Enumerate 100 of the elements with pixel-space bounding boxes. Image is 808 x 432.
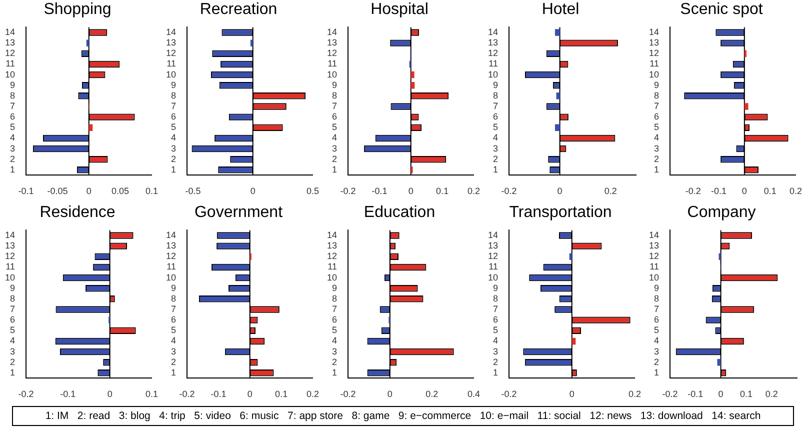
y-tick-label: 5 (332, 122, 338, 132)
x-tick-label: -0.1 (60, 389, 76, 400)
y-tick-label: 13 (166, 38, 176, 48)
y-tick-label: 10 (326, 69, 338, 80)
bar (410, 71, 414, 78)
y-tick-label: 14 (326, 26, 338, 37)
y-tick-label: 13 (648, 38, 660, 48)
y-tick-label: 5 (170, 325, 176, 336)
y-tick-label: 6 (10, 314, 16, 325)
y-tick-label: 7 (654, 304, 660, 314)
y-tick-label: 2 (654, 356, 660, 367)
x-tick-label: 0 (569, 389, 574, 400)
y-tick-label: 9 (492, 80, 498, 90)
y-tick-label: 13 (326, 240, 338, 251)
y-tick-label: 12 (326, 251, 338, 262)
y-tick-label: 9 (654, 282, 660, 293)
y-tick-label: 10 (488, 69, 498, 80)
x-tick-label: 0 (86, 186, 92, 196)
x-tick-label: -0.1 (688, 389, 704, 400)
y-tick-label: 12 (488, 48, 498, 58)
y-tick-label: 3 (492, 143, 498, 154)
x-tick-label: 0.1 (145, 389, 158, 400)
y-tick-label: 1 (332, 367, 338, 378)
y-tick-label: 2 (492, 356, 498, 367)
y-tick-label: 4 (10, 132, 16, 143)
y-tick-label: 8 (654, 90, 660, 100)
y-tick-label: 7 (332, 100, 338, 111)
bar (86, 40, 89, 46)
x-tick-label: 0 (408, 186, 414, 196)
y-tick-label: 5 (492, 325, 498, 336)
y-tick-label: 8 (10, 293, 16, 304)
y-tick-label: 5 (332, 325, 338, 336)
x-tick-label: 0.4 (467, 389, 480, 400)
y-tick-label: 12 (4, 48, 16, 58)
x-tick-label: 0.2 (604, 186, 617, 196)
y-tick-label: 8 (170, 90, 176, 100)
y-tick-label: 7 (10, 304, 16, 314)
y-tick-label: 1 (492, 164, 498, 174)
y-tick-label: 7 (332, 304, 338, 314)
y-tick-label: 13 (4, 240, 16, 251)
x-tick-label: -0.2 (179, 389, 195, 400)
y-tick-label: 9 (170, 80, 176, 90)
y-tick-label: 11 (6, 58, 16, 69)
y-tick-label: 10 (4, 69, 16, 80)
bar (554, 124, 560, 131)
chart-title: Education (364, 204, 436, 222)
y-tick-label: 6 (10, 112, 16, 122)
bar (744, 103, 748, 110)
x-tick-label: -0.2 (340, 186, 356, 196)
x-tick-label: -0.1 (210, 389, 226, 400)
x-tick-label: 0.1 (764, 186, 776, 196)
y-tick-label: 4 (10, 336, 16, 346)
y-tick-label: 13 (4, 38, 16, 48)
y-tick-label: 9 (10, 282, 16, 293)
y-tick-label: 7 (492, 304, 498, 314)
y-tick-label: 7 (170, 304, 176, 314)
y-tick-label: 3 (654, 346, 660, 356)
x-tick-label: -0.2 (685, 186, 701, 196)
y-tick-label: 10 (326, 272, 338, 282)
y-tick-label: 5 (170, 122, 176, 132)
y-tick-label: 4 (654, 336, 660, 346)
y-tick-label: 2 (332, 154, 338, 164)
y-tick-label: 8 (654, 293, 660, 304)
y-tick-label: 2 (10, 154, 16, 164)
y-tick-label: 3 (10, 346, 16, 356)
y-tick-label: 4 (332, 336, 338, 346)
y-tick-label: 7 (654, 100, 660, 111)
chart-title: Government (194, 204, 284, 222)
y-tick-label: 1 (654, 164, 660, 174)
y-tick-label: 12 (166, 251, 176, 262)
y-tick-label: 1 (10, 164, 16, 174)
y-tick-label: 6 (492, 314, 498, 325)
y-tick-label: 11 (488, 58, 498, 69)
y-tick-label: 8 (170, 293, 176, 304)
x-tick-label: 0.2 (426, 389, 438, 400)
x-tick-label: -0.05 (47, 186, 68, 196)
y-tick-label: 3 (170, 143, 176, 154)
y-tick-label: 14 (4, 26, 16, 37)
y-tick-label: 12 (488, 251, 498, 262)
y-tick-label: 14 (166, 230, 176, 240)
x-tick-label: -0.2 (18, 389, 34, 400)
chart-title: Recreation (200, 1, 278, 18)
bar (569, 253, 572, 260)
y-tick-label: 14 (488, 26, 498, 37)
y-tick-label: 9 (654, 80, 660, 90)
x-tick-label: 0 (718, 389, 724, 400)
y-tick-label: 11 (6, 262, 16, 272)
y-tick-label: 2 (654, 154, 660, 164)
y-tick-label: 3 (654, 143, 660, 154)
x-tick-label: -0.2 (340, 389, 356, 400)
y-tick-label: 4 (492, 132, 498, 143)
y-tick-label: 12 (4, 251, 16, 262)
y-tick-label: 12 (326, 48, 338, 58)
y-tick-label: 13 (166, 240, 176, 251)
y-tick-label: 8 (492, 90, 498, 100)
y-tick-label: 10 (166, 69, 176, 80)
x-tick-label: 0.1 (145, 186, 158, 196)
y-tick-label: 6 (654, 112, 660, 122)
x-tick-label: 0 (107, 389, 112, 400)
y-tick-label: 4 (654, 132, 660, 143)
